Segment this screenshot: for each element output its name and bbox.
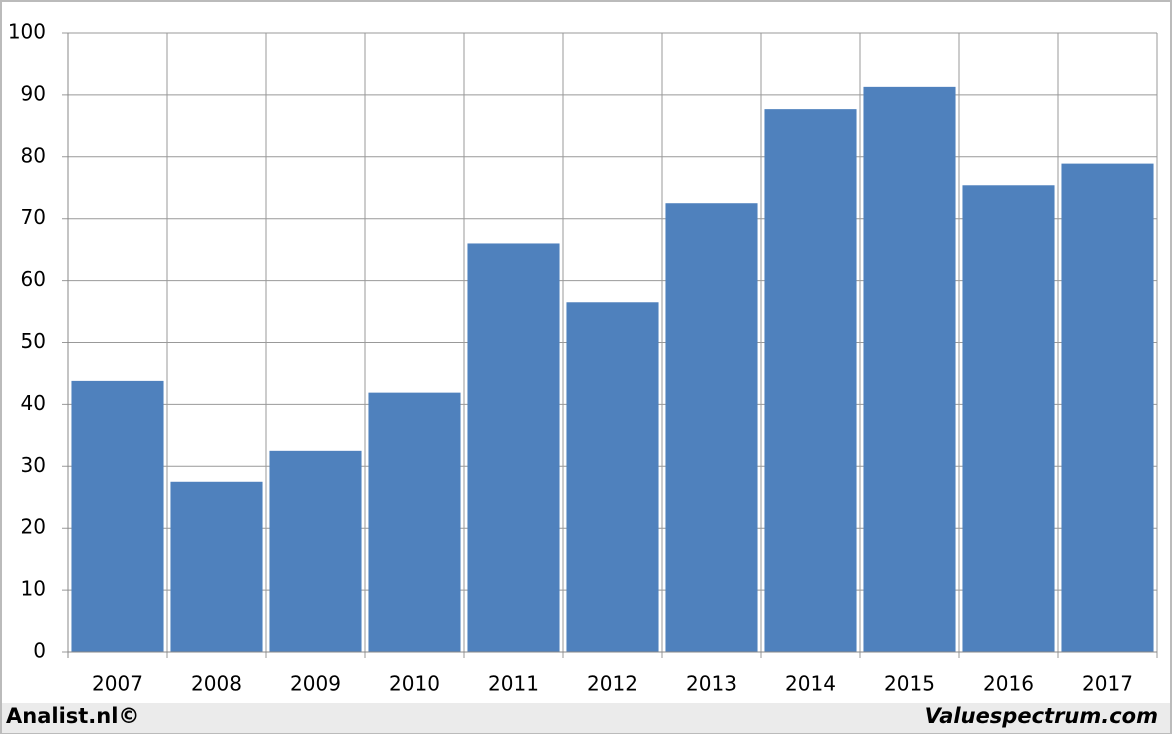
y-tick-label: 80 [21, 143, 46, 167]
x-tick-label: 2013 [686, 672, 737, 696]
x-tick-label: 2011 [488, 672, 539, 696]
y-tick-label: 100 [8, 20, 46, 44]
y-tick-label: 30 [21, 453, 46, 477]
bar [269, 450, 362, 652]
bar [863, 86, 956, 652]
bar [1061, 163, 1154, 652]
x-tick-label: 2016 [983, 672, 1034, 696]
y-tick-label: 50 [21, 329, 46, 353]
bar [368, 392, 461, 652]
bar [170, 481, 263, 652]
y-tick-label: 60 [21, 267, 46, 291]
x-tick-label: 2017 [1082, 672, 1133, 696]
bar [71, 380, 164, 652]
x-tick-label: 2015 [884, 672, 935, 696]
bar [962, 185, 1055, 653]
footer-band [2, 703, 1170, 733]
y-tick-label: 40 [21, 391, 46, 415]
x-tick-label: 2008 [191, 672, 242, 696]
bar [566, 302, 659, 652]
bar [764, 109, 857, 652]
y-tick-label: 20 [21, 515, 46, 539]
x-tick-label: 2009 [290, 672, 341, 696]
bar [665, 203, 758, 652]
y-tick-label: 90 [21, 81, 46, 105]
x-tick-label: 2007 [92, 672, 143, 696]
x-tick-label: 2012 [587, 672, 638, 696]
footer-left: Analist.nl© [6, 704, 139, 728]
bar [467, 243, 560, 652]
x-tick-label: 2014 [785, 672, 836, 696]
y-tick-label: 70 [21, 205, 46, 229]
y-tick-label: 10 [21, 577, 46, 601]
x-tick-label: 2010 [389, 672, 440, 696]
y-tick-label: 0 [33, 639, 46, 663]
footer-right: Valuespectrum.com [925, 704, 1158, 728]
